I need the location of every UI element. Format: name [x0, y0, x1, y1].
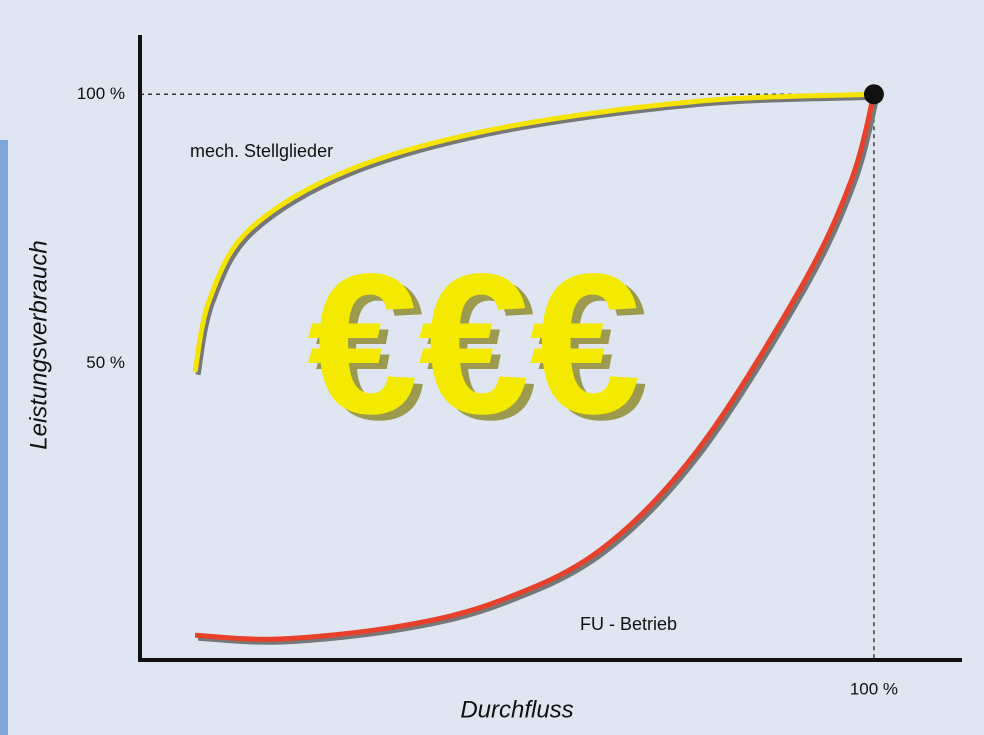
series-label: FU - Betrieb — [580, 614, 677, 634]
chart: Leistungsverbrauch Durchfluss €€€ €€€ 50… — [0, 0, 984, 735]
euro-annotation: €€€ €€€ — [307, 233, 649, 462]
y-tick-label: 50 % — [86, 353, 125, 372]
y-tick-label: 100 % — [77, 84, 125, 103]
end-point — [864, 84, 884, 104]
y-axis-label: Leistungsverbrauch — [25, 240, 52, 449]
x-axis-label: Durchfluss — [460, 696, 573, 723]
euro-text: €€€ — [307, 233, 641, 456]
x-tick-label: 100 % — [850, 679, 898, 698]
side-strip — [0, 140, 8, 735]
page: Leistungsverbrauch Durchfluss €€€ €€€ 50… — [0, 0, 984, 735]
series-label: mech. Stellglieder — [190, 141, 333, 161]
